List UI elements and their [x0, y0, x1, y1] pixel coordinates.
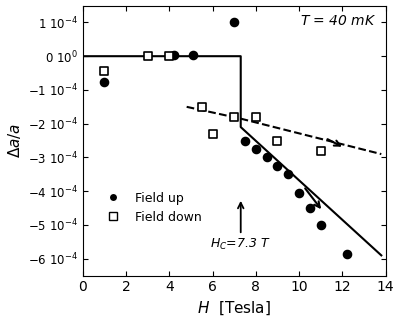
Field up [242, 138, 248, 143]
Field down [274, 138, 281, 143]
Field down [166, 54, 172, 59]
Field up [253, 146, 259, 151]
Field up [170, 52, 177, 57]
Field up [318, 223, 324, 228]
Field up [296, 190, 302, 195]
Field down [101, 69, 108, 74]
Field up [285, 172, 292, 177]
Text: $H_{\mathit{C}}$=7.3 T: $H_{\mathit{C}}$=7.3 T [210, 237, 271, 252]
Field up [344, 251, 350, 256]
Field up [190, 52, 196, 57]
Legend: Field up, Field down: Field up, Field down [95, 187, 207, 229]
Field down [210, 131, 216, 136]
Field down [318, 148, 324, 153]
Field down [253, 114, 259, 120]
Field down [231, 114, 238, 120]
Field down [144, 54, 151, 59]
Text: $T$ = 40 mK: $T$ = 40 mK [300, 14, 376, 28]
X-axis label: $H$  [Tesla]: $H$ [Tesla] [197, 300, 271, 318]
Field down [198, 104, 205, 109]
Field up [264, 155, 270, 160]
Field up [274, 163, 281, 169]
Field up [101, 79, 108, 84]
Field up [231, 20, 238, 25]
Field up [307, 205, 313, 211]
Y-axis label: $\Delta a/a$: $\Delta a/a$ [6, 123, 22, 158]
